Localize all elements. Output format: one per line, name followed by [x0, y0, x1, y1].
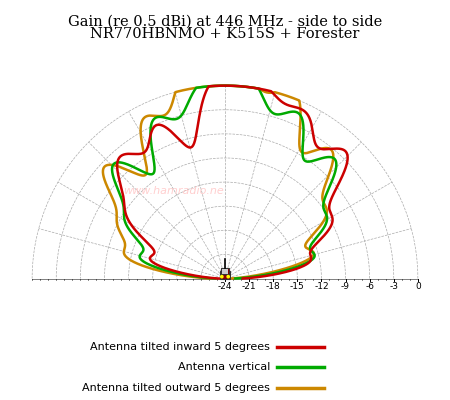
Bar	[221, 268, 229, 274]
Text: -9: -9	[341, 282, 350, 291]
Bar	[222, 269, 228, 274]
Text: Antenna tilted outward 5 degrees: Antenna tilted outward 5 degrees	[82, 383, 270, 393]
Text: -24: -24	[218, 282, 232, 291]
Text: 0: 0	[415, 282, 421, 291]
Bar	[220, 271, 230, 278]
Text: -21: -21	[242, 282, 256, 291]
Text: -3: -3	[389, 282, 398, 291]
Text: -18: -18	[266, 282, 281, 291]
Text: -6: -6	[365, 282, 374, 291]
Text: -12: -12	[314, 282, 329, 291]
Text: Antenna tilted inward 5 degrees: Antenna tilted inward 5 degrees	[90, 342, 270, 352]
Text: NR770HBNMO + K515S + Forester: NR770HBNMO + K515S + Forester	[90, 27, 360, 41]
Text: www.hamradio.ne: www.hamradio.ne	[123, 186, 224, 196]
Text: Gain (re 0.5 dBi) at 446 MHz - side to side: Gain (re 0.5 dBi) at 446 MHz - side to s…	[68, 15, 382, 29]
Circle shape	[227, 276, 230, 278]
Text: -15: -15	[290, 282, 305, 291]
Circle shape	[220, 276, 223, 278]
Text: Antenna vertical: Antenna vertical	[178, 362, 270, 372]
